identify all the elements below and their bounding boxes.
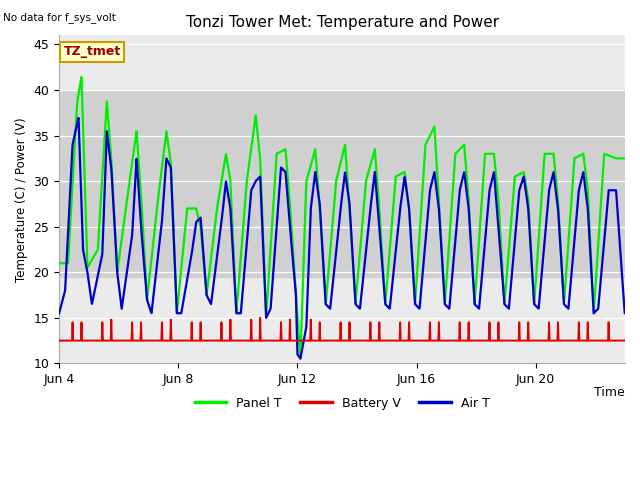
Text: No data for f_sys_volt: No data for f_sys_volt [3, 12, 116, 23]
Title: Tonzi Tower Met: Temperature and Power: Tonzi Tower Met: Temperature and Power [186, 15, 499, 30]
Legend: Panel T, Battery V, Air T: Panel T, Battery V, Air T [190, 392, 494, 415]
Bar [59, 90, 625, 277]
Text: TZ_tmet: TZ_tmet [63, 46, 121, 59]
Y-axis label: Temperature (C) / Power (V): Temperature (C) / Power (V) [15, 117, 28, 282]
Text: Time: Time [595, 386, 625, 399]
